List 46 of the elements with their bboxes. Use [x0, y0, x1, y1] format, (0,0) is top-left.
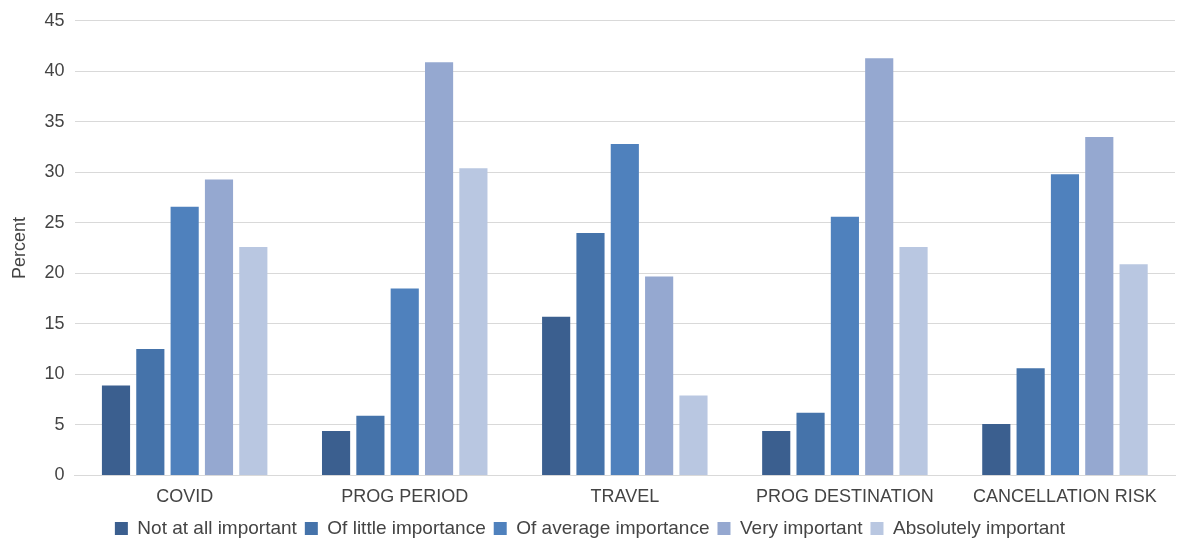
- bar: [136, 349, 165, 475]
- bar: [830, 216, 859, 475]
- bar: [679, 395, 708, 475]
- bar: [390, 288, 419, 475]
- legend-label: Very important: [739, 516, 864, 538]
- bar: [204, 179, 234, 475]
- y-tick-label: 15: [44, 312, 65, 333]
- y-tick-label: 5: [54, 413, 65, 434]
- bar: [576, 232, 605, 475]
- bar: [424, 62, 454, 475]
- bar: [170, 206, 199, 475]
- x-tick-label: PROG PERIOD: [341, 486, 469, 507]
- bar: [762, 430, 791, 475]
- x-tick-label: COVID: [156, 486, 214, 507]
- bar: [239, 247, 268, 475]
- bar: [610, 144, 639, 475]
- bar: [899, 247, 928, 475]
- bar: [796, 412, 825, 475]
- legend-label: Of average importance: [516, 516, 710, 538]
- y-tick-label: 0: [54, 464, 65, 485]
- x-tick-label: TRAVEL: [590, 486, 660, 507]
- y-tick-label: 45: [44, 9, 65, 30]
- y-tick-label: 30: [44, 161, 65, 182]
- bar: [645, 276, 674, 475]
- y-tick-label: 40: [44, 60, 65, 81]
- bar: [459, 168, 488, 475]
- x-tick-label: CANCELLATION RISK: [973, 486, 1157, 507]
- y-tick-label: 25: [44, 211, 65, 232]
- legend-label: Of little importance: [327, 516, 486, 538]
- bar: [322, 430, 351, 475]
- y-axis-title: Percent: [8, 217, 29, 280]
- bar: [1050, 174, 1080, 475]
- bar: [1119, 264, 1148, 475]
- y-tick-label: 35: [44, 110, 65, 131]
- bar: [101, 385, 131, 475]
- x-tick-label: PROG DESTINATION: [756, 486, 934, 507]
- legend-label: Absolutely important: [892, 516, 1066, 538]
- bar: [1016, 368, 1045, 475]
- bar: [982, 423, 1011, 475]
- bar: [865, 58, 894, 475]
- legend-label: Not at all important: [137, 516, 298, 538]
- y-tick-label: 20: [44, 262, 65, 283]
- bar: [542, 316, 571, 475]
- y-tick-label: 10: [44, 363, 65, 384]
- bar: [356, 415, 385, 475]
- bar: [1085, 136, 1114, 475]
